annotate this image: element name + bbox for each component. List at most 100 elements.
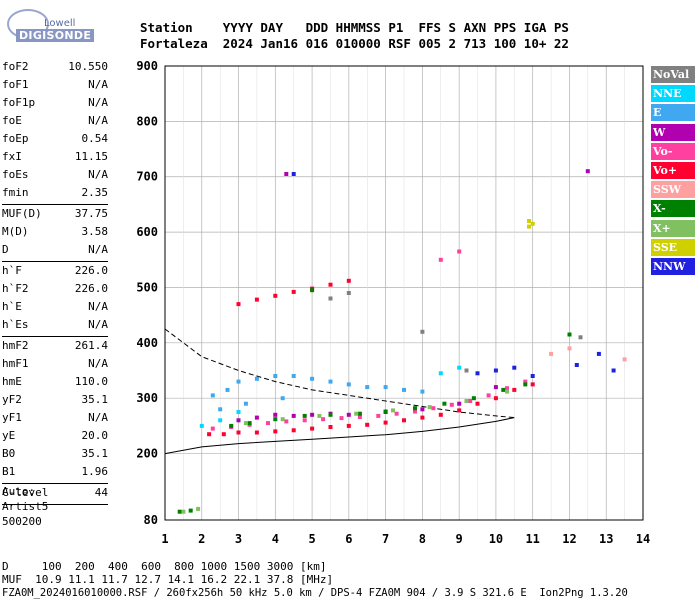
data-point-vo- — [291, 428, 296, 433]
param-value: N/A — [88, 78, 108, 91]
data-point-nne — [438, 371, 443, 376]
data-point-vo- — [321, 417, 326, 422]
param-value: 226.0 — [74, 264, 108, 277]
data-point-w — [291, 413, 296, 418]
param-value: 2.35 — [81, 186, 109, 199]
param-separator — [2, 504, 108, 505]
param-row: yF1 N/A — [2, 409, 108, 427]
data-point-x- — [280, 417, 285, 422]
param-separator — [2, 483, 108, 484]
x-tick-label: 6 — [345, 532, 352, 546]
data-point-w — [493, 385, 498, 390]
y-tick-label: 800 — [136, 114, 158, 128]
legend-item-nnw: NNW — [651, 258, 695, 275]
param-value: N/A — [88, 168, 108, 181]
data-point-vo- — [402, 418, 406, 423]
data-point-w — [273, 412, 278, 417]
data-point-vo- — [236, 430, 241, 435]
data-point-x- — [177, 509, 182, 514]
data-point-vo- — [468, 399, 473, 403]
logo-digisonde: DIGISONDE — [16, 29, 95, 42]
data-point-x- — [188, 508, 193, 513]
data-point-x- — [273, 417, 278, 422]
param-name: D — [2, 243, 9, 256]
data-point-vo- — [523, 379, 528, 384]
param-name: yF1 — [2, 411, 22, 424]
data-point-e — [254, 376, 259, 381]
data-point-e — [402, 387, 406, 392]
x-tick-label: 5 — [308, 532, 315, 546]
x-tick-label: 7 — [382, 532, 389, 546]
x-tick-label: 12 — [562, 532, 576, 546]
param-name: foE — [2, 114, 22, 127]
data-point-vo- — [431, 406, 436, 411]
param-value: 110.0 — [74, 375, 108, 388]
data-point-sse — [530, 221, 535, 226]
auto-label: Auto: — [2, 485, 36, 498]
data-point-nne — [236, 410, 241, 414]
param-row: fxI 11.15 — [2, 148, 108, 166]
x-tick-label: 13 — [599, 532, 613, 546]
data-point-vo- — [284, 419, 289, 424]
data-point-x- — [310, 288, 315, 293]
param-separator — [2, 204, 108, 205]
data-point-vo- — [420, 415, 425, 420]
param-row: h`F 226.0 — [2, 262, 108, 280]
data-point-nnw — [596, 351, 601, 356]
data-point-vo- — [449, 402, 454, 407]
param-value: 261.4 — [74, 339, 108, 352]
data-point-nnw — [512, 365, 517, 370]
param-name: fxI — [2, 150, 22, 163]
param-row: h`E N/A — [2, 298, 108, 316]
param-value: 35.1 — [81, 447, 109, 460]
y-tick-label: 500 — [136, 280, 158, 294]
param-row: D N/A — [2, 241, 108, 259]
y-tick-label: 400 — [136, 336, 158, 350]
param-name: hmE — [2, 375, 22, 388]
param-name: h`F2 — [2, 282, 29, 295]
param-name: C-level — [2, 486, 49, 499]
data-point-vo- — [357, 415, 362, 419]
data-point-nnw — [530, 374, 535, 378]
data-point-ssw — [567, 346, 572, 351]
legend-item-sse: SSE — [651, 238, 695, 256]
data-point-vo- — [254, 297, 259, 302]
data-point-x- — [471, 396, 476, 401]
data-point-vo- — [493, 396, 498, 401]
data-point-w — [284, 172, 289, 176]
footer-file-info: FZA0M_2024016010000.RSF / 260fx256h 50 k… — [2, 587, 628, 599]
param-name: M(D) — [2, 225, 29, 238]
param-row: C-level 44 — [2, 484, 108, 502]
data-point-vo- — [346, 278, 351, 283]
param-row: h`F2 226.0 — [2, 280, 108, 298]
logo-lowell: Lowell — [44, 18, 76, 29]
param-value: N/A — [88, 357, 108, 370]
param-separator — [2, 261, 108, 262]
data-point-noval — [464, 368, 469, 373]
param-value: N/A — [88, 96, 108, 109]
data-point-vo- — [530, 382, 535, 387]
param-value: N/A — [88, 411, 108, 424]
param-value: 10.550 — [68, 60, 108, 73]
param-name: foF1 — [2, 78, 29, 91]
param-value: 20.0 — [81, 429, 109, 442]
data-point-vo- — [376, 413, 381, 418]
data-point-noval — [346, 291, 351, 295]
data-point-x- — [181, 509, 186, 514]
data-point-vo- — [328, 282, 333, 287]
param-name: foF2 — [2, 60, 29, 73]
data-point-e — [383, 385, 388, 390]
data-point-vo- — [475, 401, 480, 406]
data-point-x- — [427, 405, 432, 410]
data-point-vo- — [339, 416, 344, 421]
data-point-e — [328, 379, 333, 384]
data-point-vo- — [236, 302, 241, 307]
data-point-sse — [527, 224, 531, 229]
param-name: yF2 — [2, 393, 22, 406]
param-value: N/A — [88, 300, 108, 313]
auto-program: Artist5 — [2, 500, 49, 513]
legend-item-vo-: Vo- — [651, 142, 695, 160]
data-point-vo- — [221, 432, 226, 437]
param-row: B0 35.1 — [2, 445, 108, 463]
data-point-x- — [317, 413, 322, 418]
